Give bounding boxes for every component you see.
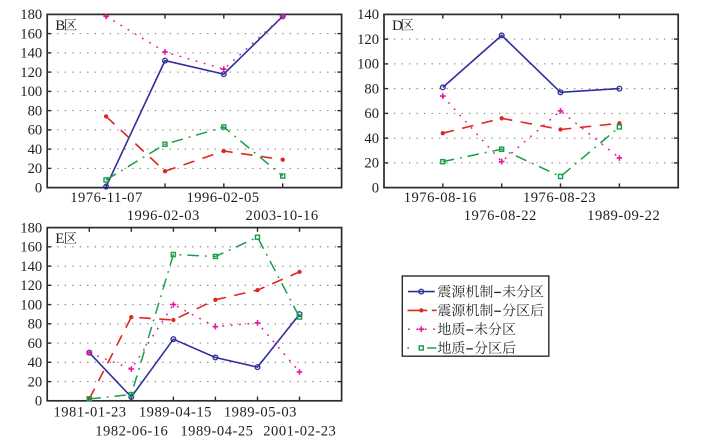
svg-text:1996-02-03: 1996-02-03 bbox=[127, 208, 200, 224]
svg-text:120: 120 bbox=[357, 32, 379, 48]
svg-text:100: 100 bbox=[357, 57, 379, 73]
svg-text:120: 120 bbox=[20, 278, 42, 294]
svg-text:40: 40 bbox=[28, 355, 43, 371]
svg-text:140: 140 bbox=[20, 259, 42, 275]
svg-text:40: 40 bbox=[364, 131, 379, 147]
svg-text:2001-02-23: 2001-02-23 bbox=[263, 423, 336, 439]
svg-text:20: 20 bbox=[28, 374, 43, 390]
svg-text:120: 120 bbox=[20, 65, 42, 81]
svg-text:60: 60 bbox=[28, 336, 43, 352]
svg-text:60: 60 bbox=[28, 123, 43, 139]
svg-text:B: B bbox=[55, 18, 65, 34]
svg-text:160: 160 bbox=[20, 26, 42, 42]
svg-text:180: 180 bbox=[20, 7, 42, 23]
svg-text:40: 40 bbox=[28, 142, 43, 158]
svg-text:D: D bbox=[392, 18, 403, 34]
svg-text:1989-09-22: 1989-09-22 bbox=[587, 208, 660, 224]
svg-text:20: 20 bbox=[364, 156, 379, 172]
svg-text:1976-08-22: 1976-08-22 bbox=[464, 208, 537, 224]
svg-text:0: 0 bbox=[35, 180, 42, 196]
svg-text:60: 60 bbox=[364, 106, 379, 122]
svg-text:20: 20 bbox=[28, 161, 43, 177]
svg-text:1976-08-16: 1976-08-16 bbox=[404, 190, 477, 206]
svg-text:1996-02-05: 1996-02-05 bbox=[186, 190, 259, 206]
svg-text:1981-01-23: 1981-01-23 bbox=[53, 404, 126, 420]
svg-text:1976-11-07: 1976-11-07 bbox=[70, 190, 143, 206]
svg-text:80: 80 bbox=[28, 103, 43, 119]
svg-text:0: 0 bbox=[35, 394, 42, 410]
svg-text:180: 180 bbox=[20, 220, 42, 236]
svg-text:1982-06-16: 1982-06-16 bbox=[95, 423, 168, 439]
svg-text:1976-08-23: 1976-08-23 bbox=[523, 190, 596, 206]
svg-text:0: 0 bbox=[372, 180, 379, 196]
svg-text:E: E bbox=[55, 231, 64, 247]
svg-text:140: 140 bbox=[357, 7, 379, 23]
svg-text:2003-10-16: 2003-10-16 bbox=[246, 208, 319, 224]
svg-text:80: 80 bbox=[364, 81, 379, 97]
svg-text:80: 80 bbox=[28, 317, 43, 333]
svg-text:140: 140 bbox=[20, 46, 42, 62]
svg-text:100: 100 bbox=[20, 297, 42, 313]
svg-text:100: 100 bbox=[20, 84, 42, 100]
svg-text:1989-05-03: 1989-05-03 bbox=[224, 404, 297, 420]
svg-text:1989-04-15: 1989-04-15 bbox=[139, 404, 212, 420]
svg-text:1989-04-25: 1989-04-25 bbox=[180, 423, 253, 439]
svg-text:160: 160 bbox=[20, 240, 42, 256]
